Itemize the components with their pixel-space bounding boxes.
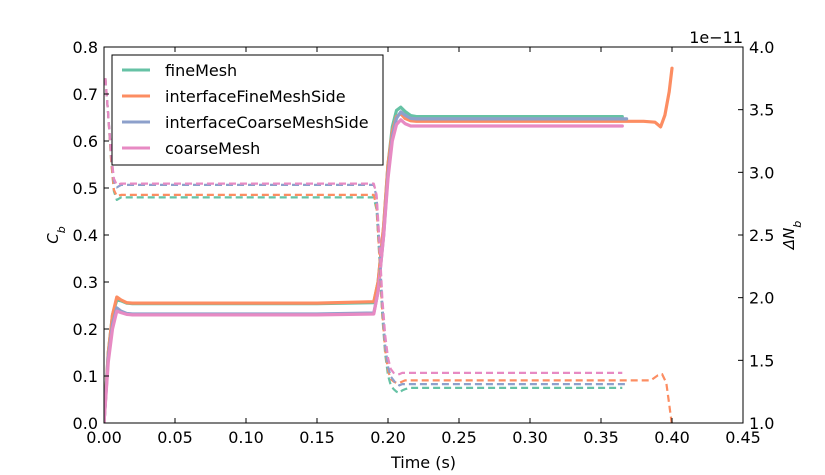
y-right-tick-label: 2.0	[749, 289, 774, 308]
x-tick-label: 0.35	[583, 428, 619, 447]
x-tick-label: 0.05	[157, 428, 193, 447]
y-right-tick-label: 1.5	[749, 351, 774, 370]
legend-label-interface-coarse-mesh-side: interfaceCoarseMeshSide	[165, 113, 369, 132]
y-left-tick-label: 0.1	[73, 367, 98, 386]
series-layer	[104, 66, 674, 423]
x-axis-label: Time (s)	[390, 453, 456, 471]
y-left-tick-label: 0.7	[73, 85, 98, 104]
x-tick-label: 0.30	[512, 428, 548, 447]
right-axis-label: ΔNb	[780, 221, 804, 250]
y-right-tick-label: 3.5	[749, 101, 774, 120]
x-tick-label: 0.15	[299, 428, 335, 447]
series-line-interface-fine-mesh-side-right	[104, 78, 673, 423]
x-tick-label: 0.25	[441, 428, 477, 447]
x-tick-label: 0.20	[370, 428, 406, 447]
right-axis-offset-label: 1e−11	[689, 28, 743, 47]
y-left-tick-label: 0.8	[73, 38, 98, 57]
series-line-coarse-mesh-right	[104, 78, 623, 376]
ticks-layer: 0.00 0.05 0.10 0.15 0.20 0.25 0.30 0.35 0.40 0.45…	[73, 38, 775, 447]
x-tick-label: 0.40	[654, 428, 690, 447]
y-left-tick-label: 0.3	[73, 273, 98, 292]
y-left-tick-label: 0.4	[73, 226, 98, 245]
y-left-tick-label: 0.2	[73, 320, 98, 339]
x-tick-label: 0.45	[725, 428, 761, 447]
y-left-tick-label: 0.0	[73, 414, 98, 433]
legend-label-fine-mesh: fineMesh	[165, 61, 237, 80]
x-tick-label: 0.10	[228, 428, 264, 447]
legend-box	[111, 54, 384, 166]
y-right-tick-label: 1.0	[749, 414, 774, 433]
legend-label-interface-fine-mesh-side: interfaceFineMeshSide	[165, 87, 346, 106]
y-right-tick-label: 4.0	[749, 38, 774, 57]
y-right-tick-label: 3.0	[749, 163, 774, 182]
legend-label-coarse-mesh: coarseMesh	[165, 139, 260, 158]
left-axis-label: Cb	[44, 226, 68, 243]
y-left-tick-label: 0.5	[73, 179, 98, 198]
x-tick-label: 0.00	[86, 428, 122, 447]
y-left-tick-label: 0.6	[73, 132, 98, 151]
y-right-tick-label: 2.5	[749, 226, 774, 245]
legend: fineMesh interfaceFineMeshSide interfaceCo…	[111, 54, 384, 166]
